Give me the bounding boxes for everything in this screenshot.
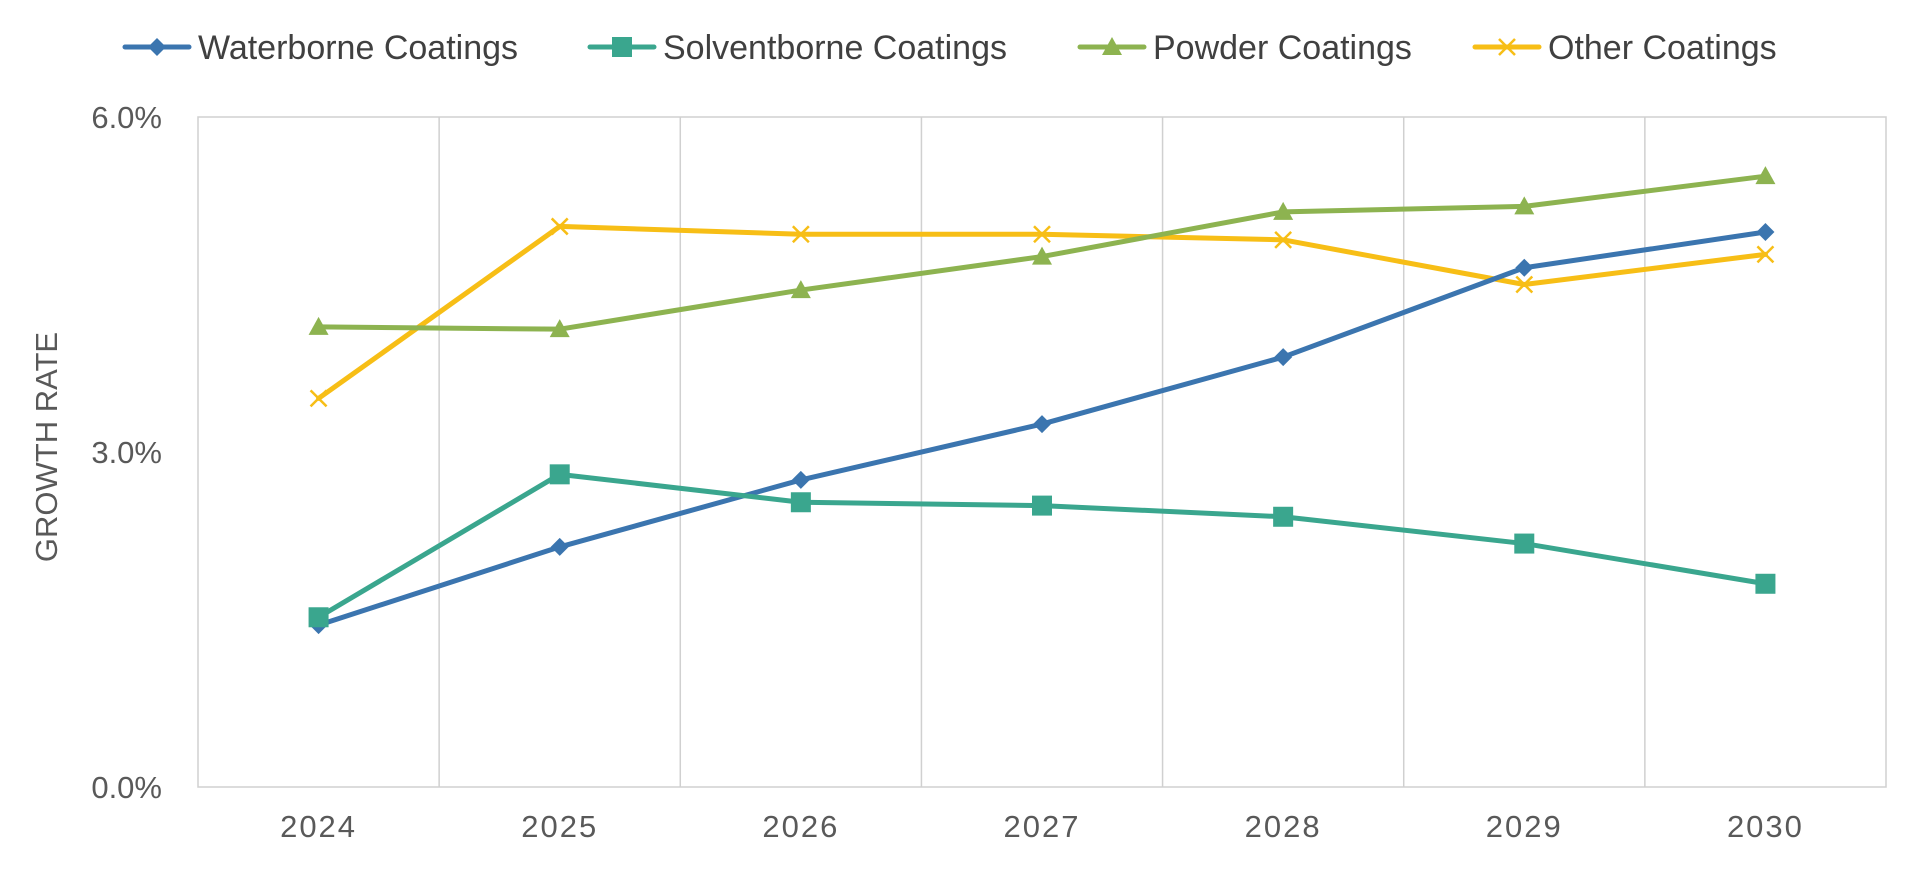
plot-area-frame xyxy=(197,116,1887,788)
legend: Waterborne Coatings Solventborne Coatings… xyxy=(122,29,1777,67)
series-other-coatings xyxy=(309,217,1775,408)
data-point-powder-coatings xyxy=(1032,246,1052,265)
series-solventborne-coatings xyxy=(308,464,1776,628)
x-tick-label: 2026 xyxy=(762,809,839,844)
legend-item-solventborne-coatings: Solventborne Coatings xyxy=(587,29,1007,67)
y-tick-label: 6.0% xyxy=(91,100,162,135)
series-layer xyxy=(308,166,1776,635)
y-tick-label: 0.0% xyxy=(91,770,162,805)
data-point-solventborne-coatings xyxy=(308,607,329,628)
data-point-powder-coatings xyxy=(1514,196,1535,215)
x-tick-label: 2025 xyxy=(521,809,598,844)
legend-marker xyxy=(612,37,632,57)
legend-item-other-coatings: Other Coatings xyxy=(1472,29,1777,67)
data-point-waterborne-coatings xyxy=(791,470,810,489)
legend-marker xyxy=(1498,38,1516,56)
legend-marker xyxy=(1102,37,1122,55)
data-point-solventborne-coatings xyxy=(1514,533,1535,554)
data-point-other-coatings xyxy=(1756,245,1775,264)
x-tick-label: 2029 xyxy=(1486,809,1563,844)
legend-item-powder-coatings: Powder Coatings xyxy=(1077,29,1412,67)
data-point-solventborne-coatings xyxy=(1273,506,1294,527)
legend-label: Other Coatings xyxy=(1548,29,1777,67)
data-point-solventborne-coatings xyxy=(1755,573,1776,594)
data-point-other-coatings xyxy=(309,389,328,408)
data-point-waterborne-coatings xyxy=(1756,223,1775,242)
legend-label: Powder Coatings xyxy=(1153,29,1412,67)
data-point-other-coatings xyxy=(1274,230,1293,249)
data-point-solventborne-coatings xyxy=(790,492,811,513)
data-point-other-coatings xyxy=(1033,225,1051,244)
data-point-powder-coatings xyxy=(1755,166,1776,185)
data-point-waterborne-coatings xyxy=(1274,348,1293,367)
y-tick-label: 3.0% xyxy=(91,435,162,470)
data-point-powder-coatings xyxy=(1273,201,1294,220)
y-axis-ticks: 0.0% 3.0% 6.0% xyxy=(91,100,162,805)
data-point-waterborne-coatings xyxy=(1515,258,1534,277)
x-axis-ticks: 2024 2025 2026 2027 2028 2029 2030 xyxy=(280,809,1804,844)
series-powder-coatings xyxy=(308,166,1776,338)
data-point-waterborne-coatings xyxy=(1033,415,1051,434)
series-waterborne-coatings xyxy=(309,223,1775,635)
data-point-solventborne-coatings xyxy=(549,464,570,485)
data-point-other-coatings xyxy=(550,217,569,236)
legend-item-waterborne-coatings: Waterborne Coatings xyxy=(122,29,518,67)
legend-label: Solventborne Coatings xyxy=(663,29,1007,67)
legend-label: Waterborne Coatings xyxy=(198,29,518,67)
data-point-other-coatings xyxy=(791,225,810,244)
data-point-solventborne-coatings xyxy=(1032,495,1052,516)
x-tick-label: 2028 xyxy=(1245,809,1322,844)
data-point-powder-coatings xyxy=(549,319,570,338)
gridlines xyxy=(438,117,1646,787)
data-point-waterborne-coatings xyxy=(550,537,569,556)
legend-marker xyxy=(148,38,166,56)
data-point-powder-coatings xyxy=(308,316,329,335)
y-axis-title: GROWTH RATE xyxy=(29,332,64,562)
data-point-powder-coatings xyxy=(790,280,811,299)
data-point-other-coatings xyxy=(1515,275,1534,294)
x-tick-label: 2027 xyxy=(1004,809,1081,844)
x-tick-label: 2030 xyxy=(1727,809,1804,844)
x-tick-label: 2024 xyxy=(280,809,357,844)
